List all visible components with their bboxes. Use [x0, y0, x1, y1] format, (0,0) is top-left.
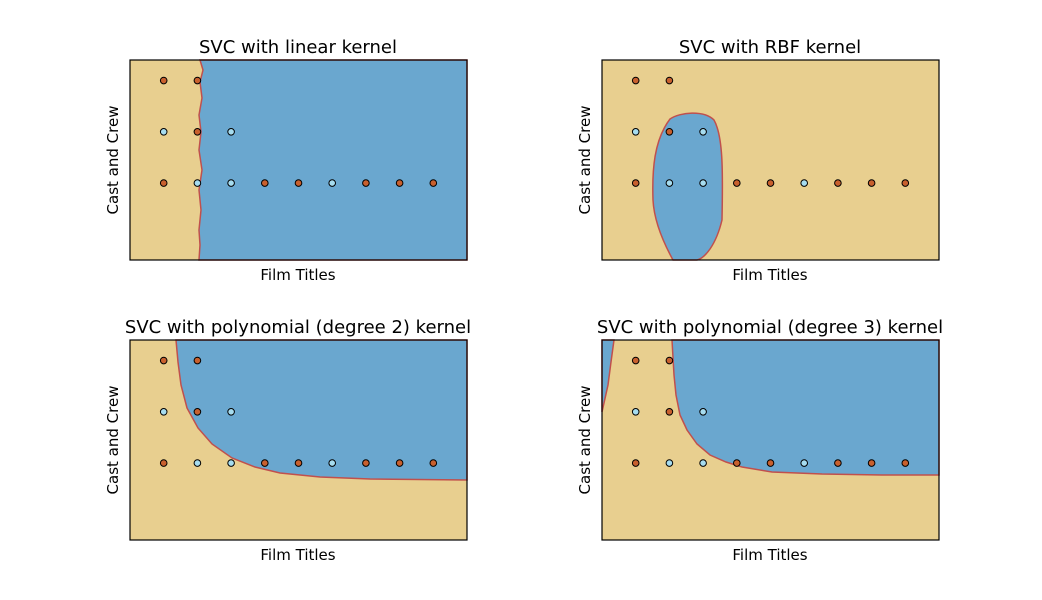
data-point: [159, 459, 168, 467]
x-axis-label: Film Titles: [732, 546, 807, 564]
x-axis-label: Film Titles: [260, 546, 335, 564]
data-point: [834, 179, 842, 187]
subplot-poly3: SVC with polynomial (degree 3) kernel Fi…: [572, 310, 1042, 590]
data-point: [227, 127, 235, 136]
data-point: [362, 179, 370, 187]
plot-frame: [129, 339, 468, 541]
data-point: [867, 179, 876, 187]
data-point: [665, 356, 674, 365]
plot-frame: [601, 339, 940, 541]
data-point: [261, 179, 269, 187]
chart-svg-poly2: SVC with polynomial (degree 2) kernel Fi…: [104, 317, 471, 564]
data-point: [631, 407, 640, 416]
data-point: [665, 179, 674, 187]
plot-frame: [129, 59, 468, 261]
y-axis-label: Cast and Crew: [576, 106, 594, 215]
data-point: [261, 459, 269, 467]
data-point: [362, 459, 370, 467]
data-point: [631, 179, 640, 187]
data-point: [193, 356, 202, 365]
chart-title: SVC with polynomial (degree 3) kernel: [597, 317, 943, 338]
data-point: [193, 127, 202, 136]
data-point: [294, 459, 303, 467]
data-point: [766, 179, 775, 187]
positive-region: [652, 112, 724, 261]
data-point: [733, 179, 741, 187]
y-axis-label: Cast and Crew: [576, 386, 594, 495]
data-point: [159, 179, 168, 187]
data-point: [395, 459, 404, 467]
data-point: [631, 356, 640, 365]
positive-region: [671, 339, 940, 476]
chart-svg-poly3: SVC with polynomial (degree 3) kernel Fi…: [576, 317, 943, 564]
x-axis-label: Film Titles: [260, 266, 335, 284]
data-point: [193, 76, 202, 85]
data-point: [665, 407, 674, 416]
data-point: [901, 459, 910, 467]
data-point: [294, 179, 303, 187]
chart-svg-rbf: SVC with RBF kernel Film Titles Cast and…: [576, 37, 940, 284]
chart-title: SVC with polynomial (degree 2) kernel: [125, 317, 471, 338]
chart-title: SVC with RBF kernel: [679, 37, 861, 58]
data-point: [193, 459, 202, 467]
data-point: [631, 127, 640, 136]
positive-region: [175, 339, 468, 481]
data-point: [159, 356, 168, 365]
data-point: [665, 127, 674, 136]
plot-area: [129, 339, 468, 541]
y-axis-label: Cast and Crew: [104, 106, 122, 215]
data-point: [665, 459, 674, 467]
data-point: [429, 179, 438, 187]
data-point: [867, 459, 876, 467]
data-point: [159, 76, 168, 85]
x-axis-label: Film Titles: [732, 266, 807, 284]
data-point: [159, 407, 168, 416]
data-point: [699, 407, 707, 416]
chart-svg-linear: SVC with linear kernel Film Titles Cast …: [104, 37, 468, 284]
plot-area: [129, 59, 468, 261]
data-point: [429, 459, 438, 467]
subplot-poly2: SVC with polynomial (degree 2) kernel Fi…: [100, 310, 580, 590]
data-point: [631, 76, 640, 85]
y-axis-label: Cast and Crew: [104, 386, 122, 495]
plot-area: [601, 59, 940, 261]
data-point: [227, 179, 235, 187]
data-point: [800, 179, 808, 187]
negative-region: [602, 60, 939, 260]
data-point: [699, 179, 707, 187]
data-point: [834, 459, 842, 467]
data-point: [159, 127, 168, 136]
chart-title: SVC with linear kernel: [199, 37, 397, 58]
data-point: [395, 179, 404, 187]
data-point: [227, 407, 235, 416]
data-point: [800, 459, 808, 467]
subplot-rbf: SVC with RBF kernel Film Titles Cast and…: [572, 30, 1042, 310]
plot-frame: [601, 59, 940, 261]
data-point: [699, 459, 707, 467]
data-point: [766, 459, 775, 467]
data-point: [665, 76, 674, 85]
data-point: [193, 179, 202, 187]
subplot-linear: SVC with linear kernel Film Titles Cast …: [100, 30, 580, 310]
data-point: [901, 179, 910, 187]
data-point: [227, 459, 235, 467]
data-point: [631, 459, 640, 467]
data-point: [328, 179, 336, 187]
data-point: [328, 459, 336, 467]
plot-area: [601, 339, 940, 541]
data-point: [193, 407, 202, 416]
data-point: [733, 459, 741, 467]
positive-region: [198, 59, 468, 261]
data-point: [699, 127, 707, 136]
